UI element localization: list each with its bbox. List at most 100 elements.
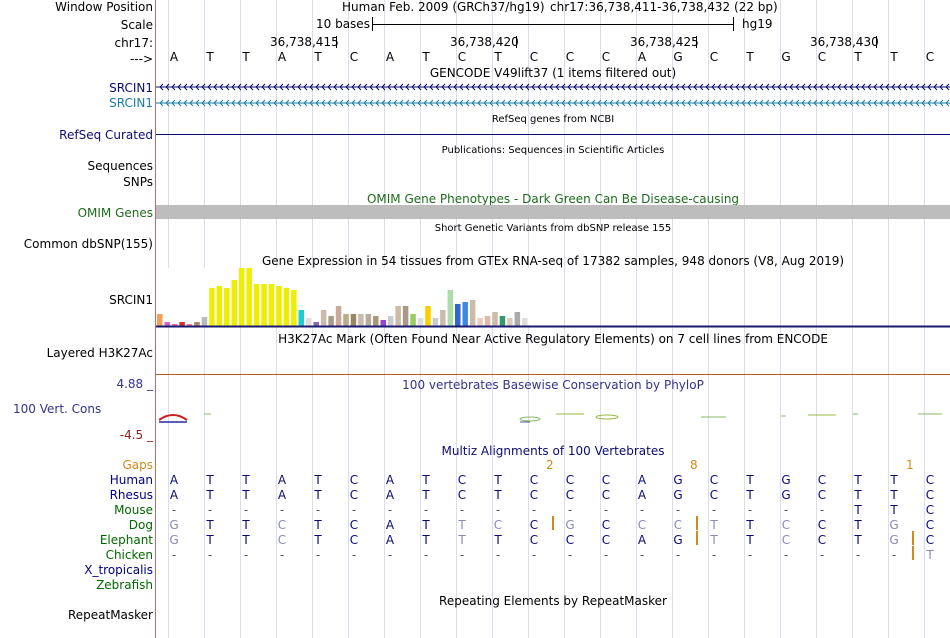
- gtex-tissue-bar[interactable]: [157, 314, 163, 326]
- species-label[interactable]: Elephant: [99, 533, 153, 547]
- species-label[interactable]: Zebrafish: [96, 578, 153, 592]
- reference-base[interactable]: A: [385, 50, 395, 64]
- gencode-transcripts[interactable]: [156, 80, 950, 110]
- omim-track-title[interactable]: OMIM Gene Phenotypes - Dark Green Can Be…: [366, 192, 740, 206]
- gtex-expression-chart[interactable]: [156, 266, 950, 328]
- gtex-tissue-bar[interactable]: [477, 318, 483, 326]
- gtex-tissue-bar[interactable]: [171, 324, 178, 326]
- reference-base[interactable]: G: [781, 50, 791, 64]
- gtex-tissue-bar[interactable]: [499, 316, 506, 326]
- gtex-tissue-bar[interactable]: [425, 306, 431, 326]
- gtex-tissue-bar[interactable]: [179, 322, 185, 326]
- reference-base[interactable]: T: [854, 50, 862, 64]
- gtex-tissue-bar[interactable]: [432, 318, 439, 326]
- gtex-tissue-bar[interactable]: [209, 288, 215, 326]
- species-label[interactable]: Dog: [128, 518, 153, 532]
- reference-base[interactable]: C: [709, 50, 719, 64]
- gtex-tissue-bar[interactable]: [492, 312, 498, 326]
- gtex-tissue-bar[interactable]: [469, 300, 476, 326]
- species-label[interactable]: X_tropicalis: [84, 563, 153, 577]
- h3k27ac-label[interactable]: Layered H3K27Ac: [46, 346, 153, 360]
- reference-base[interactable]: T: [314, 50, 322, 64]
- gtex-tissue-bar[interactable]: [201, 317, 208, 326]
- gtex-tissue-bar[interactable]: [507, 318, 513, 326]
- reference-base[interactable]: A: [637, 50, 647, 64]
- omim-label[interactable]: OMIM Genes: [77, 206, 153, 220]
- gtex-tissue-bar[interactable]: [387, 316, 394, 326]
- refseq-track-title[interactable]: RefSeq genes from NCBI: [491, 114, 615, 125]
- reference-base[interactable]: C: [457, 50, 467, 64]
- gtex-tissue-bar[interactable]: [164, 322, 170, 326]
- gtex-tissue-bar[interactable]: [246, 268, 252, 326]
- species-label[interactable]: Chicken: [105, 548, 153, 562]
- reference-base[interactable]: C: [925, 50, 935, 64]
- gtex-tissue-bar[interactable]: [238, 268, 245, 326]
- species-label[interactable]: Mouse: [114, 503, 153, 517]
- gtex-tissue-bar[interactable]: [417, 318, 424, 326]
- cons-label[interactable]: 100 Vert. Cons: [13, 402, 102, 416]
- reference-base[interactable]: T: [242, 50, 250, 64]
- snps-label[interactable]: SNPs: [123, 175, 153, 189]
- gencode-gene-label-2[interactable]: SRCIN1: [109, 96, 153, 110]
- phylop-track-title[interactable]: 100 vertebrates Basewise Conservation by…: [402, 378, 704, 392]
- gtex-tissue-bar[interactable]: [268, 284, 275, 326]
- gtex-tissue-bar[interactable]: [306, 318, 312, 326]
- gtex-tissue-bar[interactable]: [373, 316, 379, 326]
- gtex-tissue-bar[interactable]: [313, 322, 319, 326]
- gtex-gene-label[interactable]: SRCIN1: [109, 293, 153, 307]
- gtex-tissue-bar[interactable]: [410, 314, 416, 326]
- gtex-tissue-bar[interactable]: [514, 312, 521, 326]
- gaps-label[interactable]: Gaps: [122, 458, 153, 472]
- gtex-tissue-bar[interactable]: [186, 324, 193, 326]
- omim-feature-bar[interactable]: [156, 205, 950, 219]
- reference-base[interactable]: C: [601, 50, 611, 64]
- reference-base[interactable]: C: [529, 50, 539, 64]
- refseq-label[interactable]: RefSeq Curated: [59, 128, 153, 142]
- gtex-tissue-bar[interactable]: [291, 290, 297, 326]
- gtex-tissue-bar[interactable]: [253, 284, 260, 326]
- h3k27ac-signal-line[interactable]: [156, 374, 950, 375]
- gtex-tissue-bar[interactable]: [402, 306, 409, 326]
- reference-base[interactable]: T: [206, 50, 214, 64]
- gtex-tissue-bar[interactable]: [261, 284, 267, 326]
- gtex-tissue-bar[interactable]: [440, 310, 446, 326]
- phylop-plot[interactable]: [156, 405, 950, 435]
- gtex-tissue-bar[interactable]: [447, 290, 454, 326]
- repeatmasker-track-title[interactable]: Repeating Elements by RepeatMasker: [439, 594, 667, 608]
- species-label[interactable]: Human: [109, 473, 153, 487]
- gtex-tissue-bar[interactable]: [395, 306, 401, 326]
- gtex-tissue-bar[interactable]: [462, 302, 468, 326]
- reference-base[interactable]: T: [746, 50, 754, 64]
- dbsnp-track-title[interactable]: Short Genetic Variants from dbSNP releas…: [434, 223, 672, 234]
- reference-base[interactable]: T: [422, 50, 430, 64]
- reference-base[interactable]: A: [277, 50, 287, 64]
- reference-base[interactable]: G: [673, 50, 683, 64]
- sequences-label[interactable]: Sequences: [87, 159, 153, 173]
- gtex-tissue-bar[interactable]: [365, 314, 372, 326]
- gencode-track-title[interactable]: GENCODE V49lift37 (1 items filtered out): [429, 66, 677, 80]
- gtex-tissue-bar[interactable]: [276, 286, 282, 326]
- species-label[interactable]: Rhesus: [109, 488, 153, 502]
- gtex-tissue-bar[interactable]: [455, 304, 461, 326]
- gtex-tissue-bar[interactable]: [358, 314, 364, 326]
- gtex-tissue-bar[interactable]: [335, 306, 342, 326]
- repeatmasker-label[interactable]: RepeatMasker: [67, 608, 153, 622]
- reference-base[interactable]: C: [565, 50, 575, 64]
- gtex-tissue-bar[interactable]: [298, 310, 305, 326]
- gtex-tissue-bar[interactable]: [522, 318, 528, 326]
- gtex-tissue-bar[interactable]: [380, 320, 387, 326]
- multiz-track-title[interactable]: Multiz Alignments of 100 Vertebrates: [441, 444, 665, 458]
- gtex-tissue-bar[interactable]: [194, 322, 200, 326]
- reference-base[interactable]: C: [817, 50, 827, 64]
- h3k27ac-track-title[interactable]: H3K27Ac Mark (Often Found Near Active Re…: [278, 332, 828, 346]
- gtex-tissue-bar[interactable]: [484, 316, 491, 326]
- reference-base[interactable]: T: [494, 50, 502, 64]
- reference-base[interactable]: C: [349, 50, 359, 64]
- gtex-tissue-bar[interactable]: [320, 310, 327, 326]
- gtex-tissue-bar[interactable]: [231, 280, 238, 326]
- reference-base[interactable]: A: [169, 50, 179, 64]
- gtex-track-title[interactable]: Gene Expression in 54 tissues from GTEx …: [261, 254, 845, 268]
- gencode-gene-label-1[interactable]: SRCIN1: [109, 81, 153, 95]
- dbsnp-label[interactable]: Common dbSNP(155): [23, 237, 153, 251]
- gtex-tissue-bar[interactable]: [343, 314, 349, 326]
